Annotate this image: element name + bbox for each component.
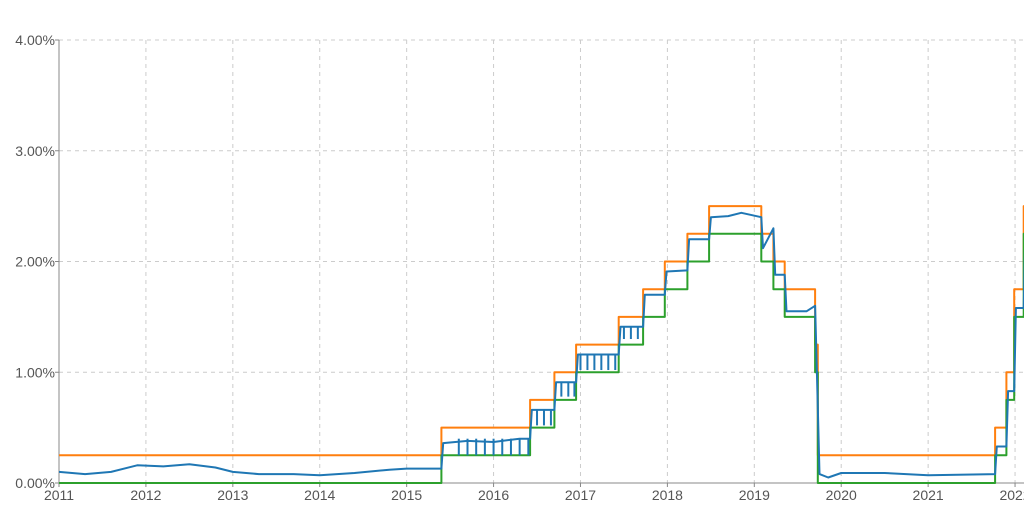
x-tick-label: 2019 bbox=[739, 487, 770, 503]
x-tick-label: 2014 bbox=[304, 487, 335, 503]
x-tick-label: 2011 bbox=[44, 487, 74, 503]
x-tick-label: 2021 bbox=[913, 487, 944, 503]
series-layer bbox=[59, 205, 1024, 484]
y-tick-label: 4.00% bbox=[15, 32, 55, 48]
y-tick-label: 0.00% bbox=[15, 475, 55, 491]
series-line-1 bbox=[59, 205, 1024, 457]
x-tick-label: 2012 bbox=[130, 487, 161, 503]
series-line-2 bbox=[59, 232, 1024, 484]
x-tick-label: 2015 bbox=[391, 487, 422, 503]
series-line-3 bbox=[59, 211, 1024, 479]
x-tick-label: 2020 bbox=[826, 487, 857, 503]
tick-labels: 0.00% 1.00% 2.00% 3.00% 4.00% 2011 2012 2013 201… bbox=[15, 32, 1024, 503]
x-tick-label: 2016 bbox=[478, 487, 509, 503]
x-tick-label: 2018 bbox=[652, 487, 683, 503]
chart-axes bbox=[55, 39, 1024, 487]
chart-grid bbox=[59, 39, 1024, 483]
x-tick-label: 2013 bbox=[217, 487, 248, 503]
x-tick-label: 2022 bbox=[999, 487, 1024, 503]
x-tick-label: 2017 bbox=[565, 487, 596, 503]
y-tick-label: 3.00% bbox=[15, 143, 55, 159]
y-tick-label: 2.00% bbox=[15, 254, 55, 270]
y-tick-label: 1.00% bbox=[15, 364, 55, 380]
